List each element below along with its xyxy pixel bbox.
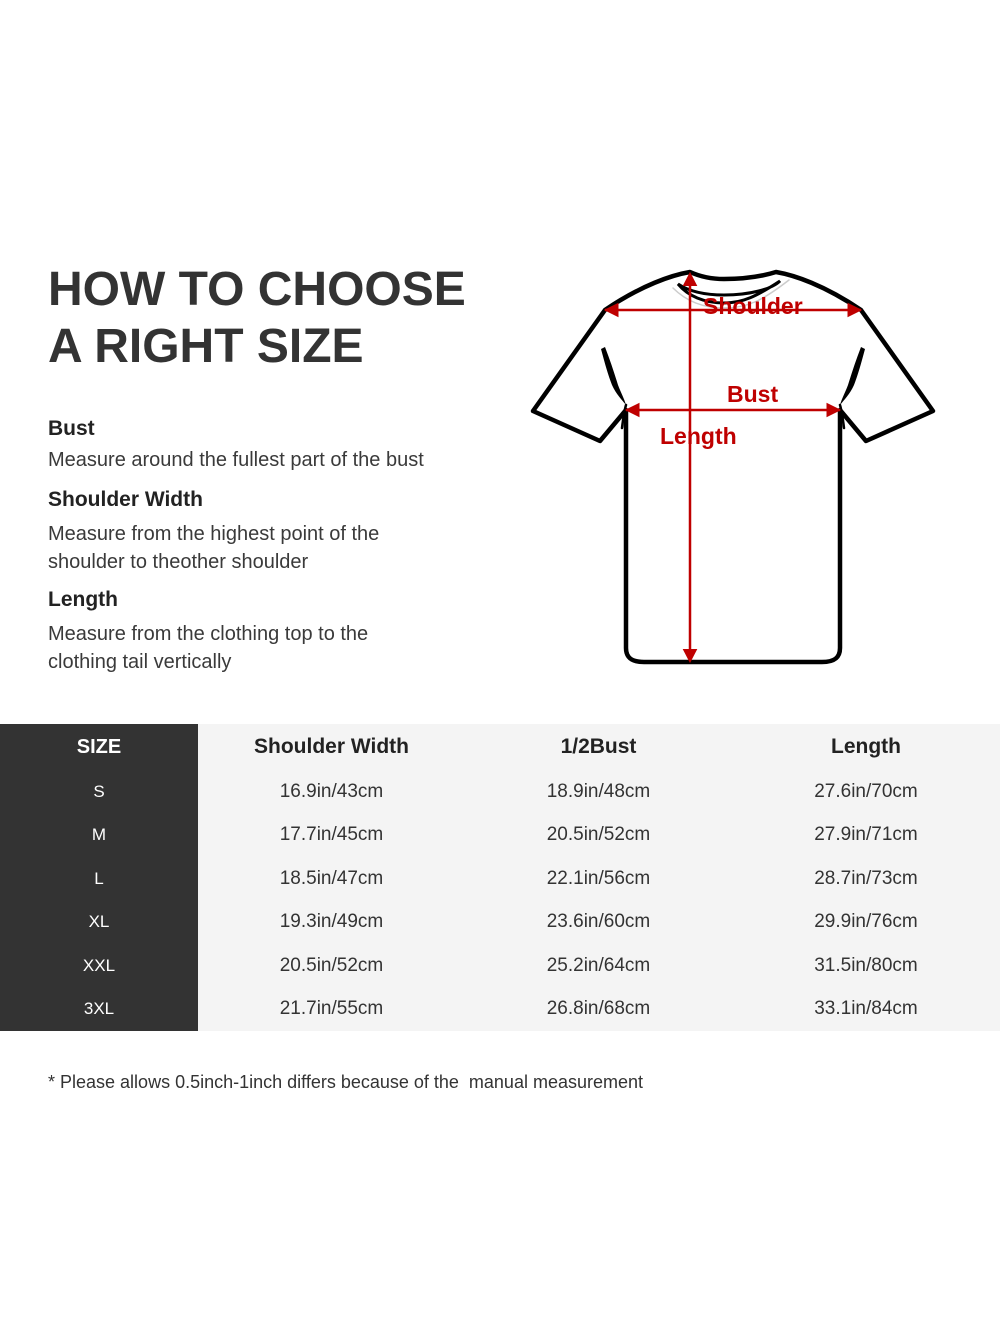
- svg-text:Shoulder: Shoulder: [703, 293, 803, 319]
- svg-text:Length: Length: [660, 423, 737, 449]
- svg-text:Bust: Bust: [727, 381, 778, 407]
